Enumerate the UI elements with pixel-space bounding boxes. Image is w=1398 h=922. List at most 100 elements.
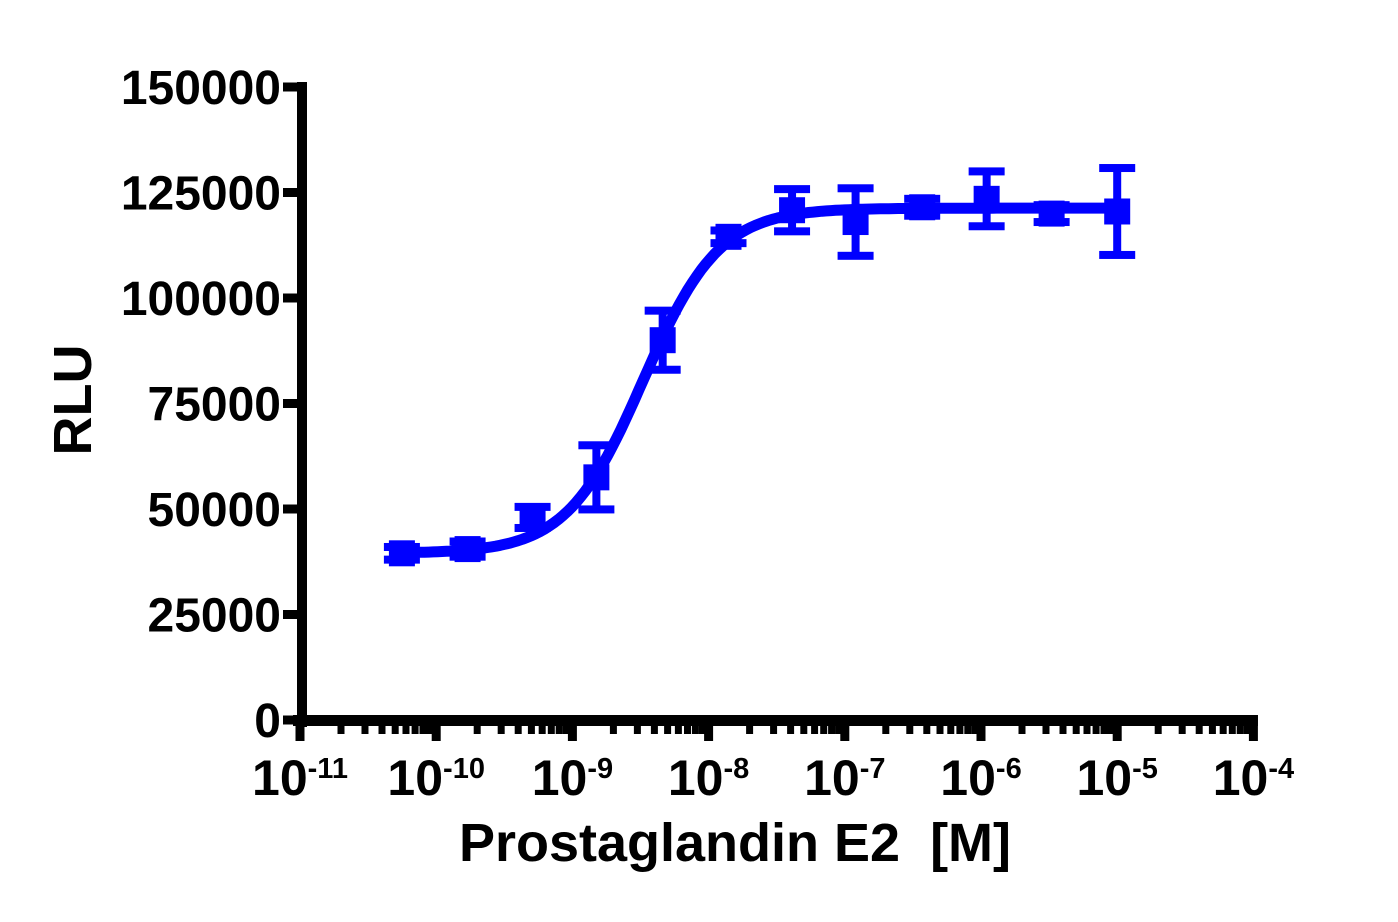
- x-axis-minor-tick: [426, 715, 434, 734]
- x-axis-minor-tick: [1059, 715, 1067, 734]
- y-axis-tick: [283, 399, 298, 408]
- x-axis-minor-tick: [674, 715, 682, 734]
- x-axis-minor-tick: [419, 715, 427, 734]
- y-tick-label: 100000: [121, 273, 281, 326]
- x-axis-minor-tick: [936, 715, 944, 734]
- x-axis-minor-tick: [547, 715, 555, 734]
- x-axis-minor-tick: [770, 715, 778, 734]
- x-axis-minor-tick: [964, 715, 972, 734]
- x-axis-minor-tick: [1228, 715, 1236, 734]
- data-point-marker: [715, 223, 742, 250]
- y-axis-tick: [283, 188, 298, 197]
- error-bar-cap-bottom: [644, 365, 681, 374]
- x-axis-minor-tick: [633, 715, 641, 734]
- x-axis-minor-tick: [1107, 715, 1115, 734]
- x-tick-label: 10-7: [804, 750, 885, 806]
- x-axis-minor-tick: [1100, 715, 1108, 734]
- y-axis-tick: [283, 610, 298, 619]
- x-axis-minor-tick: [1092, 715, 1100, 734]
- x-axis-minor-tick: [411, 715, 419, 734]
- x-axis-minor-tick: [378, 715, 386, 734]
- x-axis-minor-tick: [473, 715, 481, 734]
- x-axis-minor-tick: [828, 715, 836, 734]
- y-axis-tick: [283, 293, 298, 303]
- x-axis-minor-tick: [698, 715, 706, 734]
- x-axis-minor-tick: [514, 715, 522, 734]
- x-axis-minor-tick: [971, 715, 979, 734]
- x-axis-title: Prostaglandin E2 [M]: [458, 813, 1012, 873]
- x-tick-label: 10-6: [940, 750, 1021, 806]
- y-tick-label: 125000: [121, 168, 281, 221]
- y-axis-tick: [283, 715, 298, 725]
- x-axis-minor-tick: [746, 715, 754, 734]
- x-axis-minor-tick: [800, 715, 808, 734]
- error-bar-cap-bottom: [837, 251, 874, 260]
- data-point-marker: [583, 464, 610, 491]
- error-bar-cap-top: [644, 306, 681, 315]
- y-axis-line: [297, 82, 307, 727]
- x-axis-minor-tick: [956, 715, 964, 734]
- error-bar-cap-bottom: [774, 227, 811, 236]
- x-tick-label: 10-4: [1213, 750, 1294, 806]
- x-axis-minor-tick: [1219, 715, 1227, 734]
- x-axis-minor-tick: [1195, 715, 1203, 734]
- fit-curve: [396, 202, 1123, 559]
- y-tick-label: 0: [254, 695, 281, 748]
- y-axis-tick: [283, 82, 298, 92]
- x-axis-minor-tick: [402, 715, 410, 734]
- x-axis-major-tick: [704, 715, 714, 741]
- x-axis-minor-tick: [650, 715, 658, 734]
- x-axis-minor-tick: [947, 715, 955, 734]
- x-axis-minor-tick: [882, 715, 890, 734]
- error-bar-cap-bottom: [578, 505, 615, 514]
- x-axis-minor-tick: [497, 715, 505, 734]
- data-point-marker: [649, 327, 676, 354]
- x-axis-major-tick: [840, 715, 850, 741]
- data-point-marker: [1104, 198, 1131, 225]
- error-bar-cap-top: [968, 167, 1005, 176]
- error-bar-cap-bottom: [968, 222, 1005, 231]
- y-tick-label: 25000: [148, 590, 281, 643]
- x-axis-minor-tick: [609, 715, 617, 734]
- error-bar-cap-top: [578, 441, 615, 450]
- x-axis-minor-tick: [835, 715, 843, 734]
- data-point-marker: [454, 536, 481, 563]
- x-axis-minor-tick: [391, 715, 399, 734]
- x-axis-minor-tick: [1072, 715, 1080, 734]
- x-axis-major-tick: [431, 715, 441, 741]
- x-axis-minor-tick: [811, 715, 819, 734]
- x-tick-label: 10-8: [668, 750, 749, 806]
- data-point-marker: [1038, 200, 1065, 227]
- error-bar-cap-top: [837, 184, 874, 193]
- error-bar-cap-top: [1099, 164, 1136, 173]
- x-axis-minor-tick: [555, 715, 563, 734]
- x-axis-minor-tick: [1208, 715, 1216, 734]
- x-axis-major-tick: [295, 715, 305, 741]
- x-axis-minor-tick: [562, 715, 570, 734]
- y-axis-title: RLU: [43, 344, 103, 456]
- data-point-marker: [779, 197, 806, 224]
- x-axis-major-tick: [1112, 715, 1122, 741]
- data-point-marker: [519, 504, 546, 531]
- x-axis-minor-tick: [923, 715, 931, 734]
- x-axis-minor-tick: [691, 715, 699, 734]
- error-bar-cap-bottom: [1099, 250, 1136, 259]
- x-axis-minor-tick: [664, 715, 672, 734]
- y-tick-label: 50000: [148, 484, 281, 537]
- y-tick-label: 75000: [148, 379, 281, 432]
- x-tick-label: 10-11: [252, 750, 348, 806]
- x-axis-minor-tick: [1154, 715, 1162, 734]
- x-axis-minor-tick: [1083, 715, 1091, 734]
- y-tick-label: 150000: [121, 62, 281, 115]
- x-axis-minor-tick: [337, 715, 345, 734]
- x-axis-minor-tick: [361, 715, 369, 734]
- x-axis-minor-tick: [1243, 715, 1251, 734]
- data-point-marker: [973, 185, 1000, 212]
- data-point-marker: [388, 540, 415, 567]
- x-axis-minor-tick: [906, 715, 914, 734]
- x-axis-minor-tick: [684, 715, 692, 734]
- x-axis-minor-tick: [1236, 715, 1244, 734]
- x-tick-label: 10-10: [387, 750, 485, 806]
